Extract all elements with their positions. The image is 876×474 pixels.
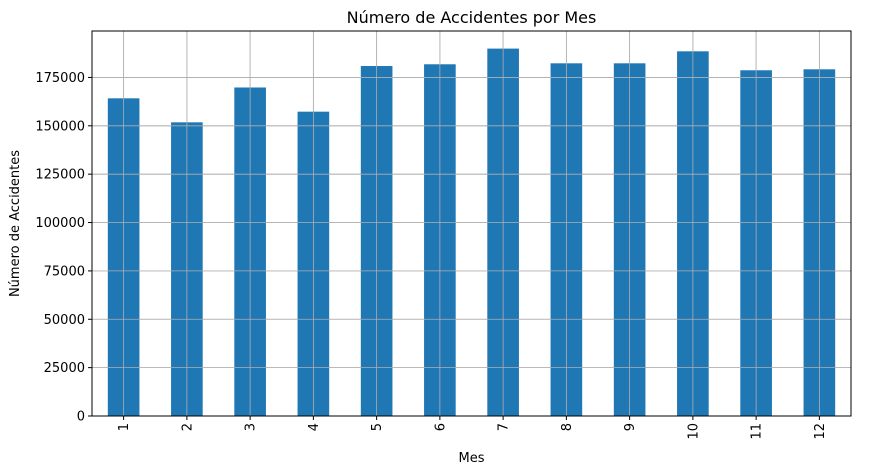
x-tick-label: 4 [307, 423, 322, 431]
x-tick-label: 2 [180, 423, 195, 431]
chart-title: Número de Accidentes por Mes [347, 8, 597, 27]
x-tick-label: 3 [244, 423, 259, 431]
plot-frame [91, 30, 852, 417]
y-tick-label: 175000 [35, 71, 85, 86]
x-tick-label: 6 [433, 423, 448, 431]
y-tick-label: 0 [77, 410, 85, 425]
x-axis-label: Mes [459, 451, 485, 466]
grid-layer [92, 31, 851, 417]
x-tick-label: 9 [623, 423, 638, 431]
x-tick-label: 1 [117, 423, 132, 431]
y-tick-label: 150000 [35, 119, 85, 134]
y-tick-label: 75000 [44, 264, 85, 279]
y-tick-label: 25000 [44, 361, 85, 376]
x-axis: 1 2 3 4 5 6 7 8 9 10 11 12 [117, 416, 828, 440]
x-tick-label: 8 [560, 423, 575, 431]
x-tick-label: 10 [686, 423, 701, 440]
x-tick-label: 12 [813, 423, 828, 440]
y-tick-label: 125000 [35, 168, 85, 183]
y-tick-label: 100000 [35, 216, 85, 231]
x-tick-label: 7 [497, 423, 512, 431]
bars-layer [92, 31, 851, 417]
x-tick-label: 5 [370, 423, 385, 431]
x-tick-label: 11 [750, 423, 765, 440]
y-tick-label: 50000 [44, 313, 85, 328]
y-axis-label: Número de Accidentes [8, 150, 23, 297]
y-axis: 0 25000 50000 75000 100000 125000 150000 175000 [35, 71, 92, 425]
